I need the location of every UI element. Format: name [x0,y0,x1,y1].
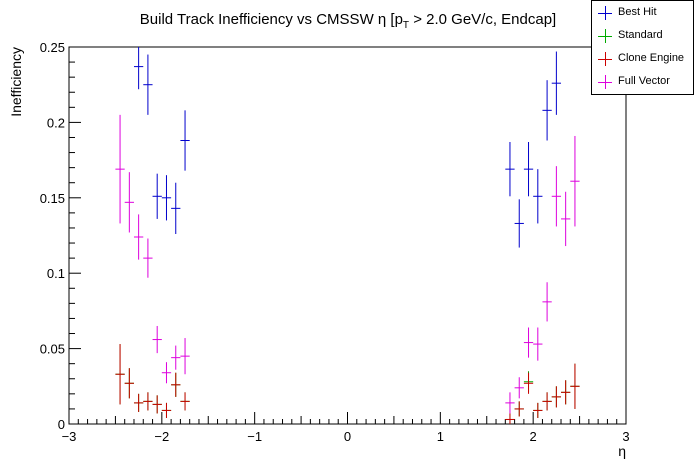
data-point-clone-engine [143,392,153,411]
y-tick-label: 0 [58,417,65,432]
data-point-full-vector [551,166,562,227]
plot-frame [68,46,627,425]
data-point-full-vector [115,114,125,224]
data-point-best-hit [152,173,162,219]
data-point-full-vector [561,191,571,247]
data-point-clone-engine [152,395,162,414]
x-tick-label: −3 [62,429,77,444]
data-point-full-vector [152,325,162,354]
data-point-clone-engine [561,380,571,405]
data-point-full-vector [143,238,153,278]
y-tick-label: 0.2 [47,115,65,130]
data-point-best-hit [133,47,144,90]
data-point-clone-engine [124,368,134,399]
data-point-best-hit [551,51,562,115]
data-point-clone-engine [570,363,580,409]
data-point-best-hit [143,54,153,115]
chart-title-main: Build Track Inefficiency vs CMSSW η [p [140,11,403,28]
data-point-full-vector [161,362,172,384]
y-tick-label: 0.25 [40,40,65,55]
y-tick-label: 0.15 [40,191,65,206]
y-tick-label: 0.05 [40,342,65,357]
data-point-best-hit [533,169,543,224]
data-point-full-vector [542,282,552,322]
chart-title: Build Track Inefficiency vs CMSSW η [pT … [140,11,556,31]
data-point-clone-engine [514,401,524,417]
data-point-clone-engine [505,413,515,424]
series-full-vector [115,114,580,414]
x-tick-label: 3 [622,429,629,444]
data-point-clone-engine [180,392,190,411]
x-tick-label: 2 [530,429,537,444]
data-point-best-hit [514,199,524,248]
x-tick-label: −2 [154,429,169,444]
data-point-clone-engine [523,372,534,394]
data-point-clone-engine [551,386,562,408]
data-point-best-hit [161,175,172,221]
data-point-clone-engine [115,344,125,405]
data-point-clone-engine [161,402,172,418]
data-point-best-hit [505,142,515,197]
data-point-full-vector [514,377,524,399]
data-point-clone-engine [171,372,181,397]
legend-label-full-vector: Full Vector [618,75,670,87]
x-tick-label: 1 [437,429,444,444]
legend-label-standard: Standard [618,29,663,41]
data-point-clone-engine [533,402,543,418]
legend-label-clone-engine: Clone Engine [618,52,685,64]
y-tick-label: 0.1 [47,266,65,281]
chart-title-tail: > 2.0 GeV/c, Endcap] [409,11,556,28]
data-point-clone-engine [542,392,552,411]
data-point-full-vector [124,172,134,233]
legend-marker-best-hit [598,6,612,20]
data-point-full-vector [523,327,534,358]
data-point-full-vector [133,214,144,260]
x-tick-label: −1 [247,429,262,444]
y-axis-label: Inefficiency [8,47,24,117]
data-point-clone-engine [133,393,144,412]
x-axis: −3 −2 −1 0 1 2 3 [62,412,630,444]
legend-marker-clone-engine [598,52,612,66]
data-point-full-vector [570,135,580,227]
series-layer [115,47,580,424]
data-point-best-hit [523,142,534,197]
legend-item-clone-engine: Clone Engine [592,49,693,69]
legend-marker-full-vector [598,75,612,89]
chart-title-subscript: T [403,20,409,31]
legend-item-full-vector: Full Vector [592,72,693,92]
legend: Best Hit Standard Clone Engine Full Vect… [591,0,694,95]
data-point-best-hit [542,80,552,141]
data-point-best-hit [171,182,181,234]
data-point-full-vector [505,392,515,414]
legend-marker-standard [598,29,612,43]
legend-item-standard: Standard [592,26,693,46]
legend-item-best-hit: Best Hit [592,3,693,23]
x-axis-label: η [618,443,626,459]
data-point-full-vector [533,327,543,361]
data-point-full-vector [171,345,181,370]
y-axis: 0 0.05 0.1 0.15 0.2 0.25 [40,40,81,432]
data-point-best-hit [180,110,190,171]
data-point-full-vector [180,338,190,375]
x-tick-label: 0 [344,429,351,444]
series-clone-engine [115,344,580,424]
legend-label-best-hit: Best Hit [618,6,657,18]
series-best-hit [133,47,562,248]
